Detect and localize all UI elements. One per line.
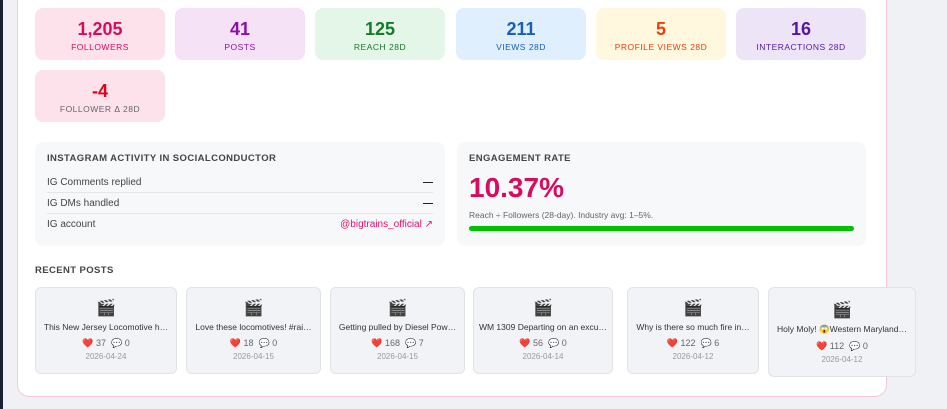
heart-icon: ❤️	[519, 338, 531, 348]
engagement-progress-bar	[469, 226, 854, 231]
video-clapper-icon: 🎬	[96, 300, 116, 317]
comments-count: 0	[862, 341, 868, 351]
row-label: IG DMs handled	[47, 197, 120, 209]
likes-count: 122	[680, 338, 696, 348]
recent-post-card[interactable]: 🎬 WM 1309 Departing on an excu… ❤️ 56 💬 …	[473, 287, 613, 374]
comments-count: 6	[714, 338, 720, 348]
activity-row-dms: IG DMs handled —	[47, 193, 433, 214]
heart-icon: ❤️	[82, 338, 94, 348]
post-date: 2026-04-15	[377, 352, 418, 361]
post-caption: Love these locomotives! #rai…	[195, 322, 312, 332]
recent-post-card[interactable]: 🎬 This New Jersey Locomotive h… ❤️ 37 💬 …	[35, 287, 177, 374]
comments-count: 7	[418, 338, 424, 348]
stat-label: POSTS	[224, 42, 256, 52]
stat-card: 125 REACH 28D	[315, 8, 445, 60]
post-date: 2026-04-15	[233, 352, 274, 361]
stat-card: 1,205 FOLLOWERS	[35, 8, 165, 60]
stat-label: FOLLOWERS	[71, 42, 129, 52]
heart-icon: ❤️	[666, 338, 678, 348]
row-label: IG Comments replied	[47, 176, 142, 188]
likes-count: 37	[95, 338, 106, 348]
stat-label: FOLLOWER Δ 28D	[59, 104, 141, 114]
comments-count: 0	[124, 338, 130, 348]
engagement-progress-fill	[469, 226, 854, 231]
post-caption: This New Jersey Locomotive h…	[43, 322, 169, 332]
video-clapper-icon: 🎬	[243, 300, 264, 317]
post-date: 2026-04-12	[672, 352, 714, 361]
comment-icon: 💬	[111, 338, 123, 348]
stat-label: REACH 28D	[353, 42, 407, 52]
heart-icon: ❤️	[816, 341, 828, 351]
row-label: IG account	[47, 219, 96, 230]
recent-post-card[interactable]: 🎬 Why is there so much fire in… ❤️ 122 💬…	[627, 287, 759, 374]
video-clapper-icon: 🎬	[387, 300, 408, 317]
activity-row-account: IG account @bigtrains_official ↗	[47, 214, 433, 235]
stat-card: -4 FOLLOWER Δ 28D	[35, 70, 165, 122]
comment-icon: 💬	[548, 338, 560, 348]
likes-count: 18	[243, 338, 254, 348]
row-value: —	[423, 197, 433, 209]
post-caption: WM 1309 Departing on an excu…	[478, 322, 608, 332]
comment-icon: 💬	[258, 338, 270, 348]
engagement-note: Reach ÷ Followers (28-day). Industry avg…	[469, 210, 654, 220]
row-value: —	[423, 176, 433, 188]
stat-card: 16 INTERACTIONS 28D	[736, 8, 866, 60]
post-caption: Why is there so much fire in…	[636, 322, 750, 332]
video-clapper-icon: 🎬	[533, 300, 553, 317]
window-edge	[0, 0, 3, 409]
activity-card: INSTAGRAM ACTIVITY IN SOCIALCONDUCTOR IG…	[35, 142, 445, 246]
stat-value: 41	[229, 19, 251, 39]
post-caption: Getting pulled by Diesel Pow…	[338, 322, 457, 332]
post-date: 2026-04-12	[821, 355, 863, 364]
video-clapper-icon: 🎬	[832, 302, 852, 319]
stat-value: 5	[655, 19, 666, 39]
heart-icon: ❤️	[229, 338, 241, 348]
recent-posts-title: RECENT POSTS	[35, 265, 114, 276]
likes-count: 56	[532, 338, 543, 348]
stat-card: 5 PROFILE VIEWS 28D	[596, 8, 726, 60]
engagement-value: 10.37%	[469, 172, 564, 203]
comment-icon: 💬	[700, 338, 712, 348]
likes-count: 112	[829, 341, 845, 351]
post-date: 2026-04-24	[85, 352, 127, 361]
engagement-card: ENGAGEMENT RATE 10.37% Reach ÷ Followers…	[457, 142, 866, 246]
heart-icon: ❤️	[371, 338, 383, 348]
comments-count: 0	[561, 338, 567, 348]
comment-icon: 💬	[405, 338, 417, 348]
stat-value: 211	[506, 19, 536, 39]
stat-label: VIEWS 28D	[496, 42, 546, 52]
comment-icon: 💬	[849, 341, 861, 351]
likes-count: 168	[384, 338, 400, 348]
stat-value: -4	[91, 81, 108, 101]
recent-post-card[interactable]: 🎬 Getting pulled by Diesel Pow… ❤️ 168 💬…	[330, 287, 465, 374]
recent-post-card[interactable]: 🎬 Holy Moly! 😱Western Maryland… ❤️ 112 💬…	[768, 287, 916, 377]
activity-row-comments: IG Comments replied —	[47, 172, 433, 193]
engagement-title: ENGAGEMENT RATE	[469, 153, 571, 164]
post-caption: Holy Moly! 😱Western Maryland…	[777, 324, 907, 334]
video-clapper-icon: 🎬	[683, 300, 703, 317]
recent-post-card[interactable]: 🎬 Love these locomotives! #rai… ❤️ 18 💬 …	[186, 287, 321, 374]
stat-value: 1,205	[77, 19, 123, 39]
comments-count: 0	[272, 338, 278, 348]
activity-title: INSTAGRAM ACTIVITY IN SOCIALCONDUCTOR	[47, 153, 277, 164]
stat-value: 125	[364, 19, 396, 39]
stat-label: PROFILE VIEWS 28D	[614, 42, 708, 52]
stat-card: 211 VIEWS 28D	[456, 8, 586, 60]
post-date: 2026-04-14	[522, 352, 564, 361]
stat-value: 16	[790, 19, 812, 39]
stat-card: 41 POSTS	[175, 8, 305, 60]
ig-account-link[interactable]: @bigtrains_official ↗	[340, 219, 433, 230]
stat-label: INTERACTIONS 28D	[756, 42, 846, 52]
